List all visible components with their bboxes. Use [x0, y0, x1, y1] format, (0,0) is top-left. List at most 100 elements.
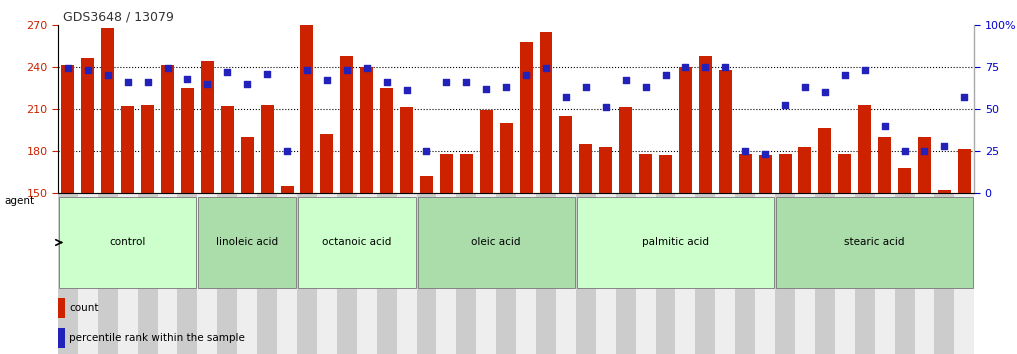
Bar — [61, 65, 74, 193]
Point — [359, 65, 375, 71]
Bar — [277, 193, 297, 354]
Bar — [958, 149, 971, 193]
Point — [557, 94, 574, 100]
Bar — [599, 147, 612, 193]
Text: control: control — [110, 238, 145, 247]
Point — [837, 72, 853, 78]
Bar — [78, 193, 98, 354]
Bar — [738, 154, 752, 193]
Point — [179, 76, 195, 81]
Point — [60, 65, 76, 71]
Point — [937, 143, 953, 149]
Point — [459, 79, 475, 85]
Point — [318, 78, 335, 83]
Bar — [480, 110, 492, 193]
Bar — [81, 58, 95, 193]
Bar — [457, 193, 476, 354]
Bar — [854, 193, 875, 354]
Bar — [118, 193, 137, 354]
Bar — [141, 105, 155, 193]
Bar — [520, 41, 533, 193]
Point — [299, 67, 315, 73]
Bar — [798, 147, 812, 193]
Bar — [337, 193, 357, 354]
Bar — [559, 116, 573, 193]
Bar — [341, 56, 353, 193]
Bar — [875, 193, 895, 354]
Point — [877, 123, 893, 129]
FancyBboxPatch shape — [198, 197, 296, 288]
Bar — [102, 28, 114, 193]
Bar — [58, 193, 78, 354]
Bar — [656, 193, 675, 354]
Bar — [775, 193, 795, 354]
Point — [160, 65, 176, 71]
Point — [657, 72, 673, 78]
Point — [817, 89, 833, 95]
Bar — [460, 154, 473, 193]
Bar — [735, 193, 756, 354]
Bar — [696, 193, 715, 354]
Bar — [300, 25, 313, 193]
Bar — [596, 193, 615, 354]
Point — [498, 84, 515, 90]
Point — [79, 67, 96, 73]
Bar — [320, 134, 334, 193]
Bar — [619, 108, 633, 193]
Point — [777, 103, 793, 108]
Point — [677, 64, 694, 70]
Bar — [98, 193, 118, 354]
Bar — [858, 105, 872, 193]
Bar — [699, 56, 712, 193]
Point — [737, 148, 754, 154]
Bar — [357, 193, 376, 354]
Bar — [178, 193, 197, 354]
Bar — [835, 193, 854, 354]
Bar — [241, 137, 253, 193]
Text: GDS3648 / 13079: GDS3648 / 13079 — [63, 10, 174, 23]
Bar — [580, 144, 592, 193]
Bar — [636, 193, 656, 354]
Bar — [440, 154, 453, 193]
Bar — [257, 193, 277, 354]
Bar — [815, 193, 835, 354]
Bar — [954, 193, 974, 354]
Text: oleic acid: oleic acid — [472, 238, 521, 247]
Point — [219, 69, 235, 75]
Bar — [935, 193, 954, 354]
FancyBboxPatch shape — [418, 197, 575, 288]
Bar — [58, 328, 65, 348]
Point — [538, 65, 554, 71]
Point — [239, 81, 255, 86]
Bar — [201, 61, 214, 193]
Point — [438, 79, 455, 85]
Bar — [496, 193, 516, 354]
Point — [598, 104, 614, 110]
Bar — [376, 193, 397, 354]
Point — [698, 64, 714, 70]
Bar — [675, 193, 696, 354]
FancyBboxPatch shape — [298, 197, 416, 288]
Bar — [838, 154, 851, 193]
Bar — [639, 154, 652, 193]
Bar — [679, 67, 692, 193]
Bar — [221, 106, 234, 193]
Bar — [237, 193, 257, 354]
Bar — [878, 137, 891, 193]
Bar — [659, 155, 672, 193]
Point — [797, 84, 814, 90]
Point — [916, 148, 933, 154]
Bar — [260, 105, 274, 193]
Text: agent: agent — [4, 196, 35, 206]
Point — [139, 79, 156, 85]
Bar — [397, 193, 417, 354]
Bar — [400, 108, 413, 193]
Point — [956, 94, 972, 100]
Bar — [181, 88, 194, 193]
Bar — [158, 193, 178, 354]
Bar — [795, 193, 815, 354]
Bar — [516, 193, 536, 354]
Bar — [898, 168, 911, 193]
Point — [856, 67, 873, 73]
Bar — [137, 193, 158, 354]
